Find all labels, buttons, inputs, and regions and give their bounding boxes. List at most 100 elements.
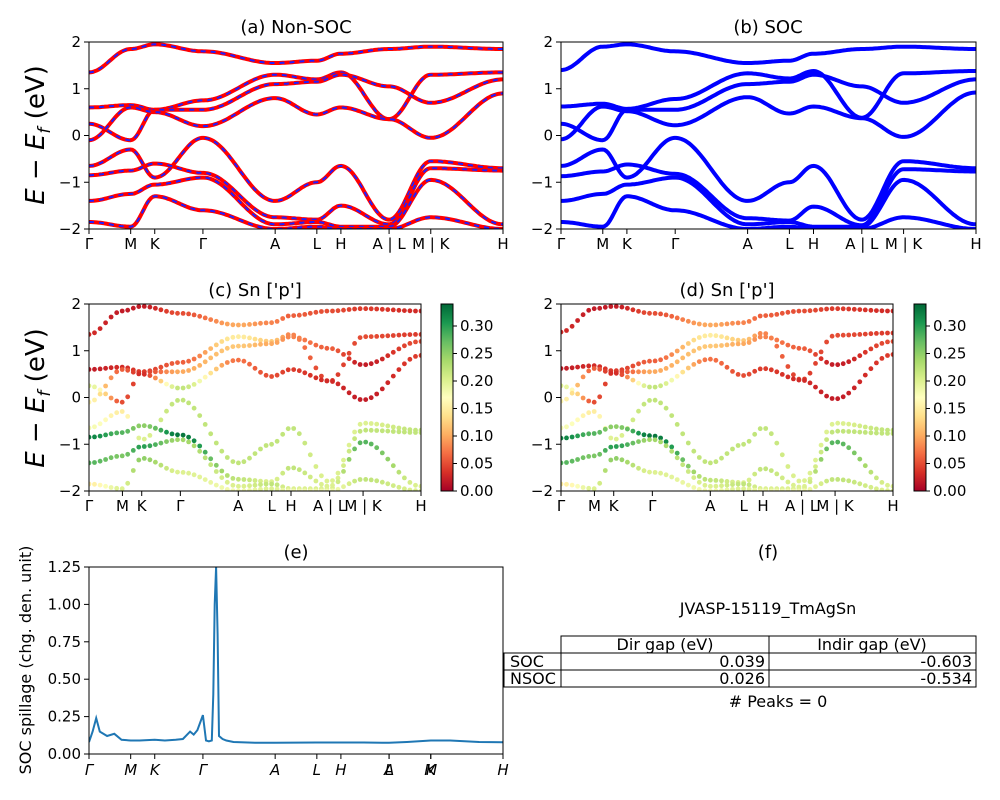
projected-point (818, 457, 824, 462)
peaks-count: # Peaks = 0 (729, 692, 828, 711)
projected-point (768, 367, 774, 373)
projected-point (874, 343, 879, 349)
projected-point (402, 486, 407, 491)
projected-point (108, 365, 114, 371)
projected-point (241, 477, 247, 482)
x-tick-label: Γ (199, 235, 208, 253)
projected-point (647, 358, 652, 364)
projected-point (641, 369, 647, 375)
projected-point (341, 385, 346, 391)
projected-point (158, 440, 164, 446)
projected-point (169, 384, 175, 389)
projected-point (685, 463, 691, 469)
projected-point (575, 364, 580, 370)
projected-point (302, 370, 308, 376)
projected-point (313, 365, 319, 371)
projected-point (647, 469, 652, 475)
projected-point (561, 425, 564, 431)
projected-point (374, 445, 380, 451)
projected-point (396, 307, 402, 313)
projected-point (379, 450, 385, 456)
projected-point (352, 478, 357, 484)
projected-point (746, 336, 752, 342)
projected-point (851, 422, 857, 428)
projected-point (857, 456, 863, 462)
projected-point (857, 481, 863, 487)
projected-point (402, 343, 407, 349)
y-tick-label: 0.25 (48, 708, 81, 726)
projected-point (561, 329, 564, 335)
band-line-overlay (89, 73, 503, 142)
x-tick-label: M | K (344, 497, 383, 515)
projected-point (868, 469, 874, 475)
projected-point (829, 429, 835, 435)
projected-point (708, 332, 713, 338)
projected-point (564, 481, 569, 487)
projected-point (119, 308, 125, 314)
projected-point (224, 321, 230, 327)
projected-point (641, 438, 647, 443)
projected-point (247, 335, 252, 341)
x-tick-label: A (705, 497, 716, 515)
projected-point (835, 332, 841, 338)
x-tick-label: K (622, 235, 633, 253)
x-tick-label: K (426, 761, 437, 779)
projected-point (236, 483, 241, 489)
projected-point (346, 390, 352, 396)
projected-point (352, 429, 357, 435)
band-line (561, 135, 976, 222)
projected-point (307, 474, 313, 480)
projected-point (652, 470, 658, 475)
projected-point (625, 374, 630, 380)
projected-point (119, 399, 125, 405)
panel-title: (a) Non-SOC (240, 17, 351, 38)
projected-point (840, 306, 846, 312)
projected-point (191, 405, 197, 411)
projected-point (357, 440, 363, 446)
projected-point (647, 433, 652, 439)
projected-point (418, 488, 421, 491)
projected-point (341, 469, 346, 474)
projected-point (108, 455, 114, 461)
colorbar-tick-label: 0.10 (933, 427, 966, 445)
projected-point (630, 440, 636, 446)
projected-point (691, 362, 697, 367)
projected-point (791, 482, 796, 488)
projected-point (636, 308, 641, 314)
projected-point (197, 413, 203, 418)
projected-point (835, 420, 841, 426)
projected-point (730, 446, 735, 452)
projected-point (269, 486, 274, 491)
projected-point (141, 371, 147, 377)
projected-point (130, 305, 136, 311)
projected-point (236, 343, 241, 349)
projected-point (680, 369, 686, 375)
y-tick-label: 0.50 (48, 670, 81, 688)
projected-point (296, 431, 302, 437)
projected-point (319, 377, 324, 383)
projected-point (103, 365, 108, 371)
projected-point (302, 312, 308, 317)
projected-point (685, 365, 691, 371)
projected-point (125, 414, 131, 419)
projected-point (247, 322, 252, 327)
projected-point (274, 482, 280, 488)
x-tick-label: K (150, 235, 161, 253)
projected-point (851, 356, 857, 362)
x-tick-label: Γ (557, 235, 566, 253)
projected-point (202, 422, 208, 427)
projected-point (191, 312, 197, 318)
projected-point (774, 471, 780, 477)
projected-point (829, 362, 835, 367)
projected-point (746, 477, 752, 483)
projected-point (280, 487, 286, 491)
projected-point (768, 431, 774, 437)
projected-point (379, 422, 385, 428)
projected-point (663, 312, 669, 318)
projected-point (413, 308, 418, 314)
projected-point (630, 369, 636, 375)
projected-point (746, 340, 752, 345)
projected-point (258, 446, 263, 452)
projected-point (302, 345, 308, 350)
